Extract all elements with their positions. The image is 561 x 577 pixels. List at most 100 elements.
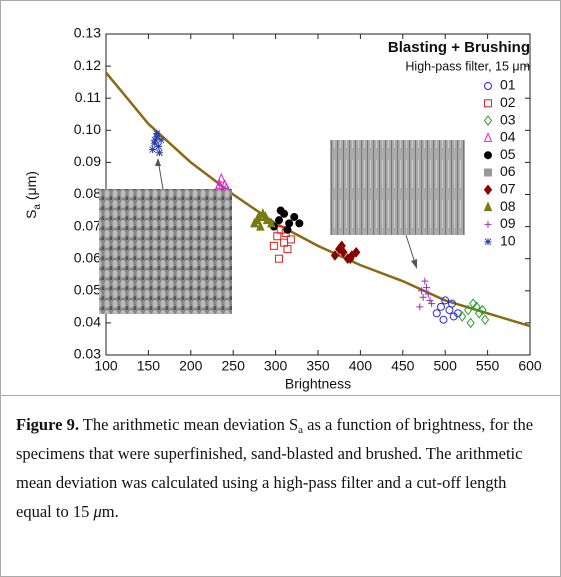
point: [428, 300, 436, 308]
x-tick-label: 100: [94, 358, 118, 374]
point: [295, 219, 304, 228]
point: [330, 250, 340, 261]
y-tick-label: 0.13: [74, 25, 101, 41]
y-tick-label: 0.07: [74, 217, 101, 233]
legend-marker: [483, 201, 493, 212]
y-tick-label: 0.05: [74, 282, 101, 298]
separator: [0, 395, 561, 396]
legend-label: 08: [500, 198, 516, 214]
point: [283, 245, 292, 254]
point: [352, 246, 361, 258]
point: [215, 179, 224, 189]
y-tick-label: 0.09: [74, 153, 101, 169]
point: [283, 225, 292, 234]
inset-image: [330, 140, 465, 235]
caption: Figure 9. The arithmetic mean deviation …: [16, 410, 544, 526]
point: [217, 172, 226, 183]
legend-title: Blasting + Brushing: [388, 39, 530, 56]
point: [441, 296, 450, 305]
x-tick-label: 300: [264, 358, 288, 374]
point: [447, 299, 456, 308]
legend-subtitle: High-pass filter, 15 μm: [405, 59, 530, 73]
legend-marker: [483, 115, 493, 126]
y-label-part: (μm): [23, 171, 39, 204]
caption-text: m.: [101, 502, 119, 521]
caption-text: as a function of brightness, for the spe…: [16, 415, 534, 521]
point: [155, 142, 163, 150]
legend-marker: [484, 168, 492, 177]
legend-label: 03: [500, 111, 516, 127]
point: [423, 284, 431, 292]
point: [285, 219, 294, 228]
point: [157, 136, 165, 144]
caption-label: Figure 9.: [16, 415, 79, 434]
point: [480, 314, 490, 326]
point: [439, 315, 448, 324]
legend-marker: [484, 220, 492, 228]
point: [269, 241, 278, 250]
point: [252, 214, 262, 225]
y-tick-label: 0.12: [74, 57, 101, 73]
point: [436, 302, 445, 311]
point: [463, 304, 473, 316]
legend-label: 10: [500, 232, 516, 248]
point: [267, 217, 276, 228]
x-tick-label: 600: [518, 358, 542, 374]
point: [478, 304, 487, 316]
y-label-sub: a: [32, 204, 43, 210]
point: [261, 211, 270, 221]
point: [150, 139, 158, 147]
legend-marker: [483, 184, 493, 196]
legend-label: 09: [500, 215, 516, 231]
legend-label: 05: [500, 146, 516, 162]
point: [424, 290, 432, 298]
caption-text: The arithmetic mean deviation S: [82, 415, 299, 434]
y-tick-label: 0.03: [74, 346, 101, 362]
caption-sub: a: [298, 424, 304, 436]
inset-image: [99, 189, 232, 314]
point: [153, 133, 161, 141]
y-tick-label: 0.11: [75, 89, 101, 105]
point: [419, 293, 427, 301]
x-tick-label: 550: [476, 358, 500, 374]
point: [155, 149, 163, 157]
point: [256, 220, 265, 231]
x-tick-label: 250: [222, 358, 246, 374]
point: [290, 212, 299, 221]
legend-label: 06: [500, 163, 516, 179]
point: [346, 253, 355, 265]
legend-marker: [484, 238, 492, 246]
chart: 0.03 0.04 0.05 0.06 0.07 0.08 0.09 0.10 0.11 0.12…: [23, 25, 542, 392]
point: [151, 136, 159, 144]
point: [417, 287, 425, 295]
x-tick-label: 350: [306, 358, 330, 374]
y-tick-label: 0.06: [74, 249, 101, 265]
y-tick-label: 0.08: [74, 185, 101, 201]
legend-marker: [484, 82, 492, 90]
y-tick-label: 0.04: [74, 314, 101, 330]
arrowhead: [155, 158, 161, 166]
legend-marker: [484, 151, 492, 160]
legend-label: 07: [500, 181, 516, 197]
point: [274, 254, 283, 263]
y-tick-label: 0.10: [74, 121, 101, 137]
point: [472, 301, 481, 313]
point: [276, 206, 285, 215]
y-axis-label: Sa (μm): [23, 171, 43, 219]
x-axis-label: Brightness: [285, 376, 351, 392]
point: [469, 298, 478, 309]
legend-marker: [484, 99, 492, 108]
point: [466, 317, 475, 329]
legend-label: 04: [500, 129, 516, 145]
point: [274, 216, 283, 225]
x-tick-label: 400: [349, 358, 373, 374]
x-tick-label: 450: [391, 358, 415, 374]
caption-italic: μ: [93, 502, 102, 521]
point: [416, 303, 424, 311]
point: [149, 146, 157, 154]
fit-curve: [105, 71, 531, 328]
legend-label: 02: [500, 94, 516, 110]
y-label-part: S: [23, 210, 39, 219]
x-tick-label: 200: [179, 358, 203, 374]
